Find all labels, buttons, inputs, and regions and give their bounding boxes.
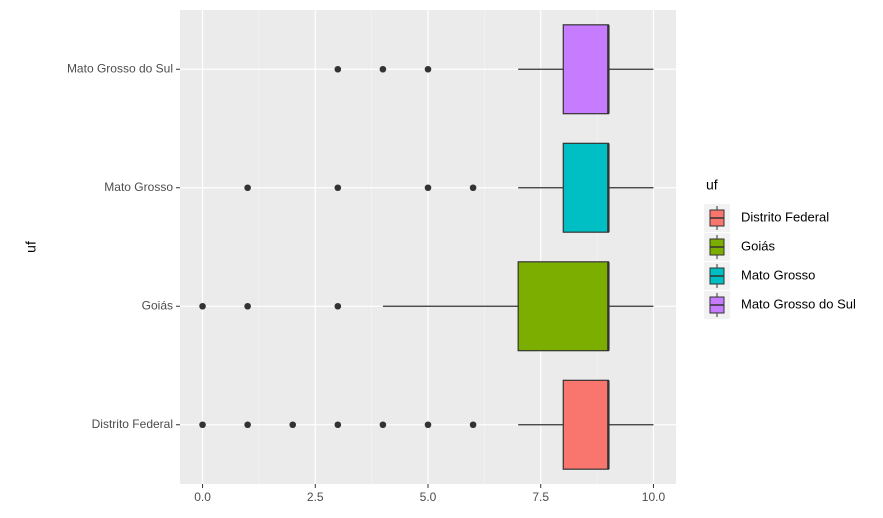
- outlier: [244, 421, 251, 429]
- legend-label: Mato Grosso do Sul: [741, 296, 856, 311]
- legend-label: Goiás: [741, 238, 775, 253]
- outlier: [244, 184, 251, 192]
- x-tick-label: 2.5: [307, 490, 324, 504]
- outlier: [469, 421, 477, 429]
- legend-title: uf: [706, 177, 718, 193]
- box: [517, 261, 609, 352]
- outlier: [334, 65, 342, 73]
- outlier: [379, 65, 387, 73]
- y-axis-title: uf: [23, 241, 39, 253]
- box: [562, 379, 609, 470]
- box: [562, 142, 609, 233]
- outlier: [469, 184, 477, 192]
- x-tick-label: 5.0: [420, 490, 437, 504]
- outlier: [289, 421, 297, 429]
- y-tick-label: Distrito Federal: [92, 417, 173, 431]
- outlier: [379, 421, 387, 429]
- legend-label: Mato Grosso: [741, 267, 815, 282]
- outlier: [424, 184, 432, 192]
- y-tick-label: Goiás: [142, 298, 173, 312]
- x-tick-label: 0.0: [194, 490, 211, 504]
- outlier: [424, 65, 432, 73]
- outlier: [244, 302, 251, 310]
- box: [562, 24, 609, 115]
- outlier: [199, 302, 206, 310]
- x-tick-label: 7.5: [532, 490, 549, 504]
- outlier: [424, 421, 432, 429]
- outlier: [334, 421, 342, 429]
- y-tick-label: Mato Grosso: [104, 180, 173, 194]
- legend-label: Distrito Federal: [741, 209, 829, 224]
- outlier: [334, 184, 342, 192]
- y-tick-label: Mato Grosso do Sul: [67, 61, 173, 75]
- outlier: [199, 421, 206, 429]
- x-tick-label: 10.0: [642, 490, 666, 504]
- outlier: [334, 302, 342, 310]
